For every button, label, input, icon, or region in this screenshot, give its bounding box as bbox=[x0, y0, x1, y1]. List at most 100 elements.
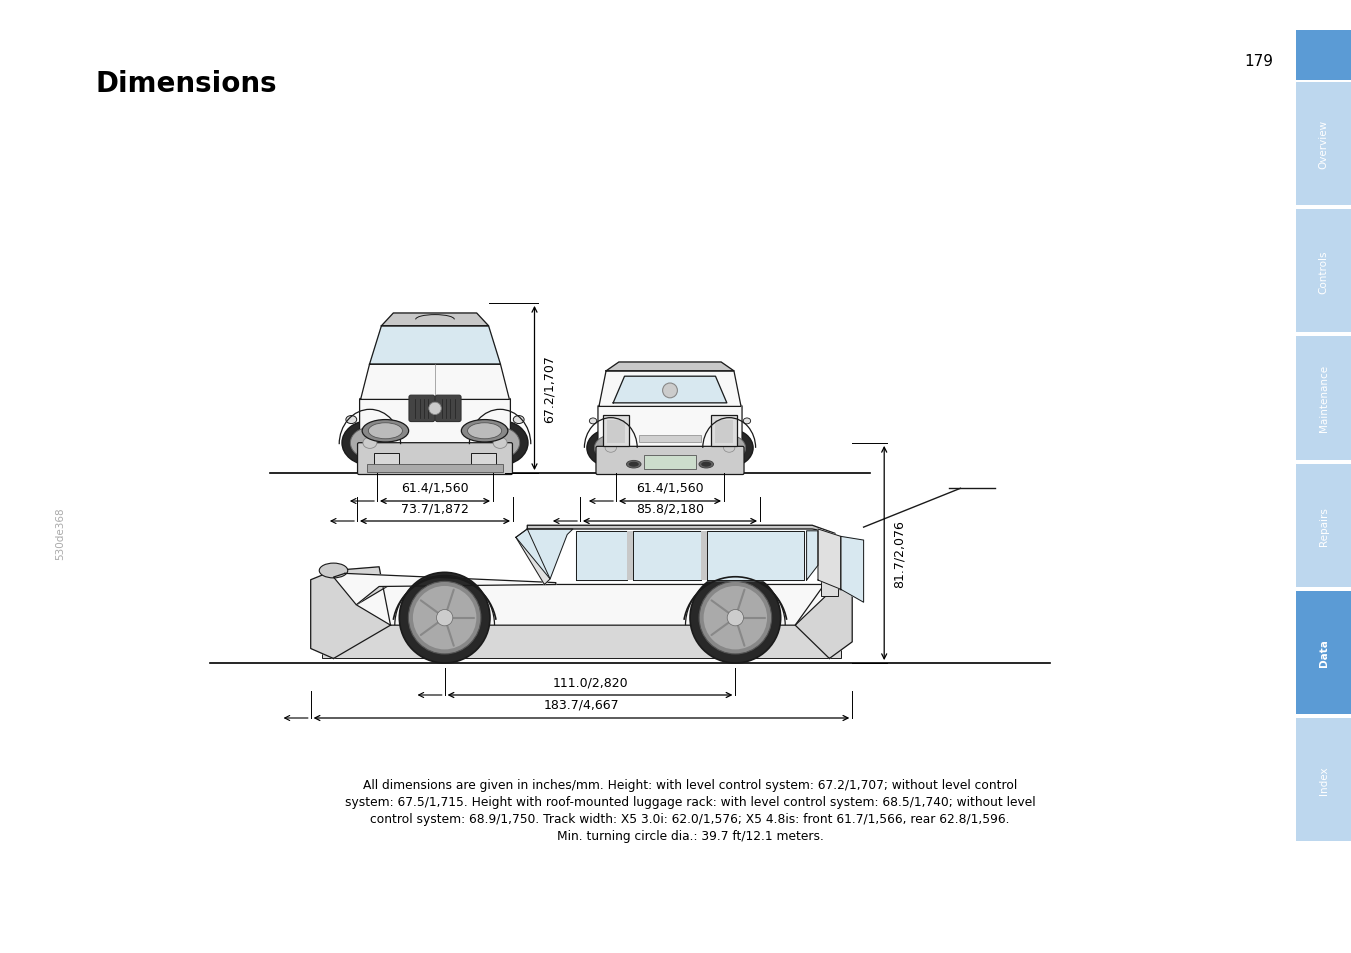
Bar bbox=[701, 531, 707, 580]
Ellipse shape bbox=[701, 462, 712, 467]
Text: 85.8/2,180: 85.8/2,180 bbox=[636, 501, 704, 515]
Text: Repairs: Repairs bbox=[1319, 506, 1328, 545]
Circle shape bbox=[662, 384, 677, 398]
Ellipse shape bbox=[705, 430, 753, 467]
Bar bbox=[374, 454, 399, 469]
Text: Min. turning circle dia.: 39.7 ft/12.1 meters.: Min. turning circle dia.: 39.7 ft/12.1 m… bbox=[557, 829, 824, 842]
Bar bbox=[644, 456, 696, 470]
Ellipse shape bbox=[342, 421, 397, 466]
Ellipse shape bbox=[481, 428, 520, 458]
Text: Controls: Controls bbox=[1319, 250, 1328, 294]
Text: Dimensions: Dimensions bbox=[95, 70, 277, 98]
Circle shape bbox=[400, 573, 490, 663]
Ellipse shape bbox=[605, 444, 616, 453]
Text: 179: 179 bbox=[1244, 53, 1273, 69]
Bar bbox=[1296, 30, 1351, 81]
Polygon shape bbox=[807, 531, 817, 580]
Polygon shape bbox=[598, 372, 742, 407]
Ellipse shape bbox=[743, 418, 751, 424]
Polygon shape bbox=[613, 376, 727, 403]
Bar bbox=[1296, 591, 1351, 714]
Polygon shape bbox=[840, 537, 863, 602]
Text: 61.4/1,560: 61.4/1,560 bbox=[401, 481, 469, 495]
Bar bbox=[1296, 210, 1351, 333]
Text: 111.0/2,820: 111.0/2,820 bbox=[553, 676, 628, 688]
FancyBboxPatch shape bbox=[435, 395, 461, 422]
Text: 61.4/1,560: 61.4/1,560 bbox=[636, 481, 704, 495]
Polygon shape bbox=[632, 531, 701, 580]
Text: 530de368: 530de368 bbox=[55, 507, 65, 559]
Polygon shape bbox=[334, 574, 555, 605]
Ellipse shape bbox=[513, 416, 524, 424]
Polygon shape bbox=[516, 530, 573, 579]
Bar bbox=[366, 465, 504, 472]
Bar bbox=[821, 578, 838, 597]
Circle shape bbox=[727, 610, 743, 626]
Text: 67.2/1,707: 67.2/1,707 bbox=[543, 355, 555, 422]
Ellipse shape bbox=[369, 423, 403, 439]
Ellipse shape bbox=[589, 418, 597, 424]
Text: All dimensions are given in inches/mm. Height: with level control system: 67.2/1: All dimensions are given in inches/mm. H… bbox=[363, 779, 1017, 791]
Ellipse shape bbox=[627, 461, 640, 469]
Ellipse shape bbox=[363, 437, 377, 449]
Ellipse shape bbox=[628, 462, 639, 467]
Text: system: 67.5/1,715. Height with roof-mounted luggage rack: with level control sy: system: 67.5/1,715. Height with roof-mou… bbox=[345, 795, 1035, 808]
Text: Data: Data bbox=[1319, 639, 1328, 666]
Ellipse shape bbox=[586, 430, 635, 467]
Bar bbox=[322, 625, 840, 659]
FancyBboxPatch shape bbox=[358, 443, 512, 475]
Bar bbox=[1296, 464, 1351, 587]
Ellipse shape bbox=[350, 428, 389, 458]
FancyBboxPatch shape bbox=[598, 406, 742, 450]
Polygon shape bbox=[607, 363, 734, 372]
Ellipse shape bbox=[362, 420, 408, 442]
Ellipse shape bbox=[473, 421, 528, 466]
Bar bbox=[627, 531, 632, 580]
Bar bbox=[607, 420, 626, 443]
Circle shape bbox=[436, 610, 453, 626]
Polygon shape bbox=[796, 586, 852, 659]
Bar bbox=[711, 416, 736, 446]
Polygon shape bbox=[361, 365, 509, 400]
Polygon shape bbox=[516, 530, 550, 585]
Bar bbox=[1296, 337, 1351, 460]
Bar bbox=[1296, 718, 1351, 841]
Ellipse shape bbox=[698, 461, 713, 469]
Bar bbox=[639, 436, 701, 442]
Circle shape bbox=[704, 586, 767, 650]
Ellipse shape bbox=[594, 436, 627, 461]
Ellipse shape bbox=[493, 437, 507, 449]
FancyBboxPatch shape bbox=[359, 399, 511, 446]
FancyBboxPatch shape bbox=[409, 395, 435, 422]
Polygon shape bbox=[311, 567, 390, 659]
Polygon shape bbox=[576, 531, 627, 580]
Circle shape bbox=[428, 403, 442, 416]
Bar bbox=[715, 420, 734, 443]
Polygon shape bbox=[817, 530, 840, 590]
Text: 73.7/1,872: 73.7/1,872 bbox=[401, 501, 469, 515]
Ellipse shape bbox=[319, 563, 347, 578]
Text: control system: 68.9/1,750. Track width: X5 3.0i: 62.0/1,576; X5 4.8is: front 61: control system: 68.9/1,750. Track width:… bbox=[370, 812, 1009, 825]
Polygon shape bbox=[381, 314, 489, 327]
Ellipse shape bbox=[713, 436, 746, 461]
FancyBboxPatch shape bbox=[596, 447, 744, 475]
Circle shape bbox=[698, 581, 771, 655]
Bar bbox=[1296, 83, 1351, 206]
Bar bbox=[604, 416, 628, 446]
Polygon shape bbox=[370, 327, 500, 365]
Ellipse shape bbox=[724, 444, 735, 453]
Polygon shape bbox=[707, 531, 804, 580]
Ellipse shape bbox=[461, 420, 508, 442]
Text: Overview: Overview bbox=[1319, 120, 1328, 169]
Text: 183.7/4,667: 183.7/4,667 bbox=[543, 699, 619, 711]
Circle shape bbox=[690, 573, 781, 663]
Polygon shape bbox=[527, 526, 835, 534]
Text: Maintenance: Maintenance bbox=[1319, 365, 1328, 432]
Circle shape bbox=[413, 586, 477, 650]
Ellipse shape bbox=[346, 416, 357, 424]
Text: 81.7/2,076: 81.7/2,076 bbox=[892, 519, 905, 587]
Bar bbox=[471, 454, 496, 469]
Circle shape bbox=[408, 581, 481, 655]
Text: Index: Index bbox=[1319, 765, 1328, 794]
Polygon shape bbox=[357, 585, 835, 625]
